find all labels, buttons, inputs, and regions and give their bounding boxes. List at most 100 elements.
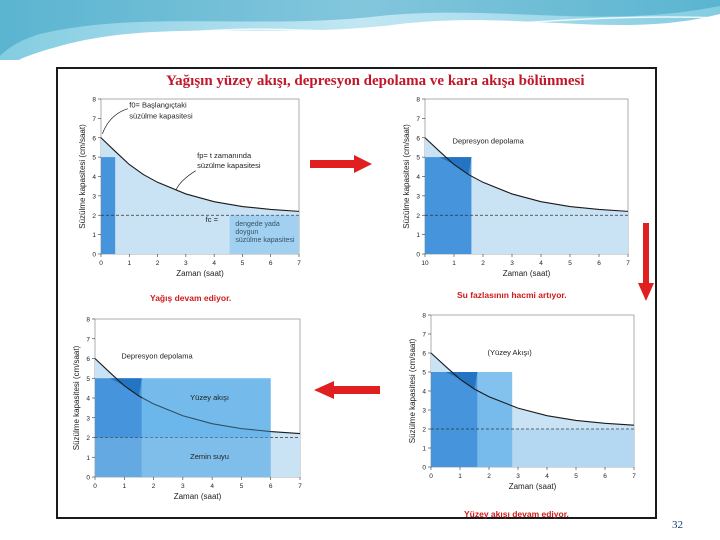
fp-annotation-line-0: fp= t zamanında (197, 151, 252, 160)
arrow-down (638, 223, 654, 301)
figure-frame: Yağışın yüzey akışı, depresyon depolama … (56, 67, 657, 519)
f0-annotation-line-0: f0= Başlangıçtaki (129, 101, 187, 110)
x-tick-label: 5 (241, 260, 245, 267)
header-decoration (0, 0, 720, 60)
y-tick-label: 3 (416, 193, 420, 200)
infiltration-curve (94, 358, 301, 435)
x-tick-label: 5 (568, 260, 572, 267)
fc-annotation: fc = (206, 215, 219, 224)
y-tick-label: 0 (422, 465, 426, 472)
infiltration-curve (100, 137, 300, 212)
x-tick-label: 5 (574, 473, 578, 480)
y-tick-label: 2 (86, 435, 90, 442)
panel-2-caption: Su fazlasının hacmi artıyor. (457, 290, 567, 300)
x-tick-label: 7 (297, 260, 301, 267)
x-tick-label: 10 (421, 260, 429, 267)
x-tick-label: 4 (539, 260, 543, 267)
y-tick-label: 6 (422, 351, 426, 358)
arrow-left (314, 381, 380, 399)
x-tick-label: 7 (626, 260, 630, 267)
x-tick-label: 0 (99, 260, 103, 267)
x-tick-label: 2 (487, 473, 491, 480)
y-axis-label: Süzülme kapasitesi (cm/saat) (408, 338, 417, 443)
x-tick-label: 3 (516, 473, 520, 480)
x-tick-label: 0 (429, 473, 433, 480)
x-tick-label: 7 (298, 483, 302, 490)
y-tick-label: 7 (86, 336, 90, 343)
x-tick-label: 4 (212, 260, 216, 267)
y-tick-label: 2 (92, 213, 96, 220)
surface-runoff-area-large (141, 378, 271, 438)
rain-block (101, 157, 116, 254)
y-tick-label: 3 (422, 408, 426, 415)
x-tick-label: 6 (269, 483, 273, 490)
panel-4-chart: 0 1 2 3 4 5 6 7 0 1 2 3 4 5 6 7 8 Zaman (saat) Süzülme kap… (72, 317, 302, 502)
x-tick-label: 3 (181, 483, 185, 490)
y-tick-label: 7 (422, 332, 426, 339)
y-tick-label: 4 (422, 389, 426, 396)
panel-4: 0 1 2 3 4 5 6 7 0 1 2 3 4 5 6 7 8 Zaman (saat) Süzülme kap… (60, 309, 310, 516)
panel-1-chart: 0 1 2 3 4 5 6 7 0 1 2 3 4 5 6 7 8 Zaman (saat) Süzülme kap… (78, 97, 301, 279)
x-tick-label: 3 (184, 260, 188, 267)
groundwater-area (512, 429, 634, 467)
fc-description-line-1: doygun (235, 229, 258, 236)
y-tick-label: 3 (92, 193, 96, 200)
y-tick-label: 8 (416, 97, 420, 104)
y-tick-label: 8 (422, 313, 426, 320)
x-axis-label: Zaman (saat) (174, 492, 222, 501)
y-tick-label: 4 (92, 174, 96, 181)
y-tick-label: 5 (92, 155, 96, 162)
surface-runoff-area (477, 372, 513, 467)
fp-annotation-line-1: süzülme kapasitesi (197, 161, 261, 170)
rain-block (431, 372, 478, 467)
x-axis-label: Zaman (saat) (509, 482, 557, 491)
y-tick-label: 0 (416, 252, 420, 259)
panel-3-caption: Yüzey akışı devam ediyor. (464, 509, 569, 519)
rain-block (95, 378, 142, 477)
x-tick-label: 3 (510, 260, 514, 267)
fc-description-line-0: dengede yada (235, 221, 279, 228)
infiltration-curve (430, 352, 635, 426)
x-tick-label: 4 (210, 483, 214, 490)
y-axis-label: Süzülme kapasitesi (cm/saat) (402, 124, 411, 229)
x-tick-label: 6 (603, 473, 607, 480)
x-tick-label: 6 (597, 260, 601, 267)
y-tick-label: 6 (92, 135, 96, 142)
x-axis-label: Zaman (saat) (176, 269, 224, 278)
depression-storage-label: Depresyon depolama (453, 137, 525, 146)
x-tick-label: 2 (156, 260, 160, 267)
y-tick-label: 8 (92, 97, 96, 104)
rain-block (425, 157, 472, 254)
groundwater-area (95, 437, 271, 477)
panel-2: 10 1 2 3 4 5 6 7 0 1 2 3 4 5 6 7 8 Zaman (saat) Süzülme ka… (388, 91, 636, 296)
y-tick-label: 1 (416, 232, 420, 239)
y-tick-label: 4 (86, 396, 90, 403)
arrow-right (310, 155, 372, 173)
y-tick-label: 0 (86, 475, 90, 482)
y-tick-label: 6 (86, 356, 90, 363)
x-tick-label: 1 (127, 260, 131, 267)
panel-1-caption: Yağış devam ediyor. (150, 293, 232, 303)
y-tick-label: 4 (416, 174, 420, 181)
y-tick-label: 7 (416, 116, 420, 123)
y-axis-label: Süzülme kapasitesi (cm/saat) (78, 124, 87, 229)
x-tick-label: 1 (452, 260, 456, 267)
fc-highlight (229, 215, 299, 254)
f0-pointer (102, 108, 128, 134)
x-tick-label: 1 (122, 483, 126, 490)
y-tick-label: 5 (416, 155, 420, 162)
y-tick-label: 7 (92, 116, 96, 123)
groundwater-label: Zemin suyu (190, 452, 229, 461)
f0-annotation-line-1: süzülme kapasitesi (129, 111, 193, 120)
y-tick-label: 2 (416, 213, 420, 220)
surface-runoff-label: Yüzey akışı (190, 393, 229, 402)
panel-3: 0 1 2 3 4 5 6 7 0 1 2 3 4 5 6 7 8 Zaman (saat) Süzülme kap… (396, 305, 641, 510)
x-tick-label: 1 (458, 473, 462, 480)
infiltration-area (101, 137, 299, 254)
x-axis-label: Zaman (saat) (503, 269, 551, 278)
y-tick-label: 5 (86, 376, 90, 383)
x-tick-label: 4 (545, 473, 549, 480)
panel-1: 0 1 2 3 4 5 6 7 0 1 2 3 4 5 6 7 8 Zaman (saat) Süzülme kap… (66, 91, 306, 296)
x-tick-label: 7 (632, 473, 636, 480)
y-tick-label: 8 (86, 317, 90, 324)
